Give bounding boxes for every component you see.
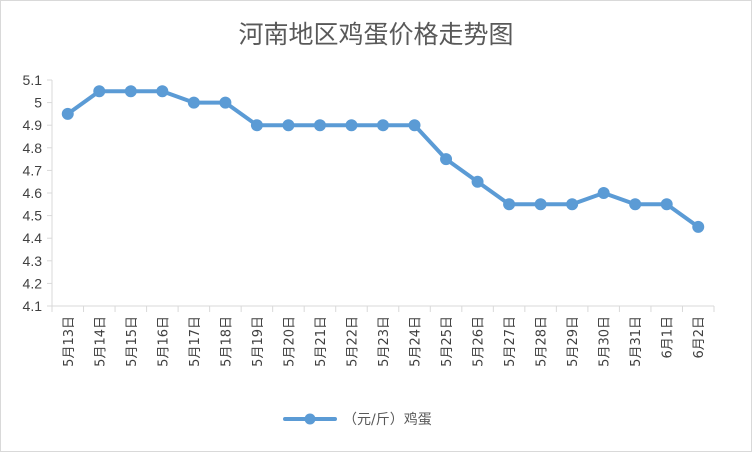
data-point [408, 119, 421, 132]
data-point [440, 153, 453, 166]
y-tick-label: 4.2 [23, 275, 43, 291]
data-point [313, 119, 326, 132]
data-point [345, 119, 358, 132]
x-tick-label: 5月15日 [125, 316, 140, 367]
data-point [597, 187, 610, 199]
series-line [65, 89, 701, 229]
chart-title: 河南地区鸡蛋价格走势图 [238, 20, 514, 49]
data-point [692, 220, 705, 233]
x-tick-label: 5月27日 [503, 316, 518, 367]
y-tick-label: 4.4 [23, 230, 43, 246]
y-tick-label: 4.5 [23, 208, 43, 224]
data-point [187, 96, 200, 109]
data-point [566, 198, 579, 211]
y-tick-label: 4.9 [23, 117, 43, 133]
x-tick-label: 5月17日 [188, 316, 203, 367]
data-point [250, 119, 263, 132]
x-tick-label: 5月24日 [409, 316, 424, 367]
x-tick-label: 5月22日 [345, 316, 360, 367]
data-point [534, 198, 547, 211]
x-tick-label: 6月2日 [692, 316, 707, 359]
x-tick-label: 5月21日 [314, 316, 329, 367]
x-tick-label: 5月20日 [282, 316, 297, 367]
data-point [61, 107, 74, 120]
x-tick-label: 5月19日 [251, 316, 266, 367]
y-tick-label: 4.8 [23, 140, 43, 156]
x-tick-label: 5月16日 [156, 316, 171, 367]
data-point [629, 198, 642, 211]
data-point [660, 198, 673, 211]
x-tick-label: 5月23日 [377, 316, 392, 367]
legend-label: （元/斤）鸡蛋 [343, 411, 432, 428]
y-tick-label: 4.7 [23, 162, 43, 178]
x-tick-label: 5月26日 [472, 316, 487, 367]
x-tick-label: 6月1日 [661, 316, 676, 359]
x-tick-label: 5月31日 [629, 316, 644, 367]
x-tick-label: 5月18日 [219, 316, 234, 367]
x-tick-label: 5月25日 [440, 316, 455, 367]
x-tick-label: 5月29日 [566, 316, 581, 367]
x-tick-label: 5月28日 [535, 316, 550, 367]
y-tick-label: 4.6 [23, 185, 43, 201]
data-point [377, 119, 389, 132]
y-tick-label: 4.1 [23, 298, 43, 314]
data-point [156, 85, 169, 98]
y-tick-label: 5.1 [23, 72, 43, 88]
data-point [503, 198, 516, 211]
data-point [282, 119, 295, 132]
data-point [471, 175, 484, 188]
data-point [219, 96, 232, 109]
legend-marker-swatch [304, 413, 316, 425]
data-point [124, 85, 137, 98]
data-point [93, 85, 106, 98]
x-tick-label: 5月30日 [598, 316, 613, 367]
x-tick-label: 5月13日 [62, 316, 77, 367]
y-tick-label: 5 [34, 95, 42, 111]
x-tick-label: 5月14日 [93, 316, 108, 367]
y-tick-label: 4.3 [23, 253, 43, 269]
